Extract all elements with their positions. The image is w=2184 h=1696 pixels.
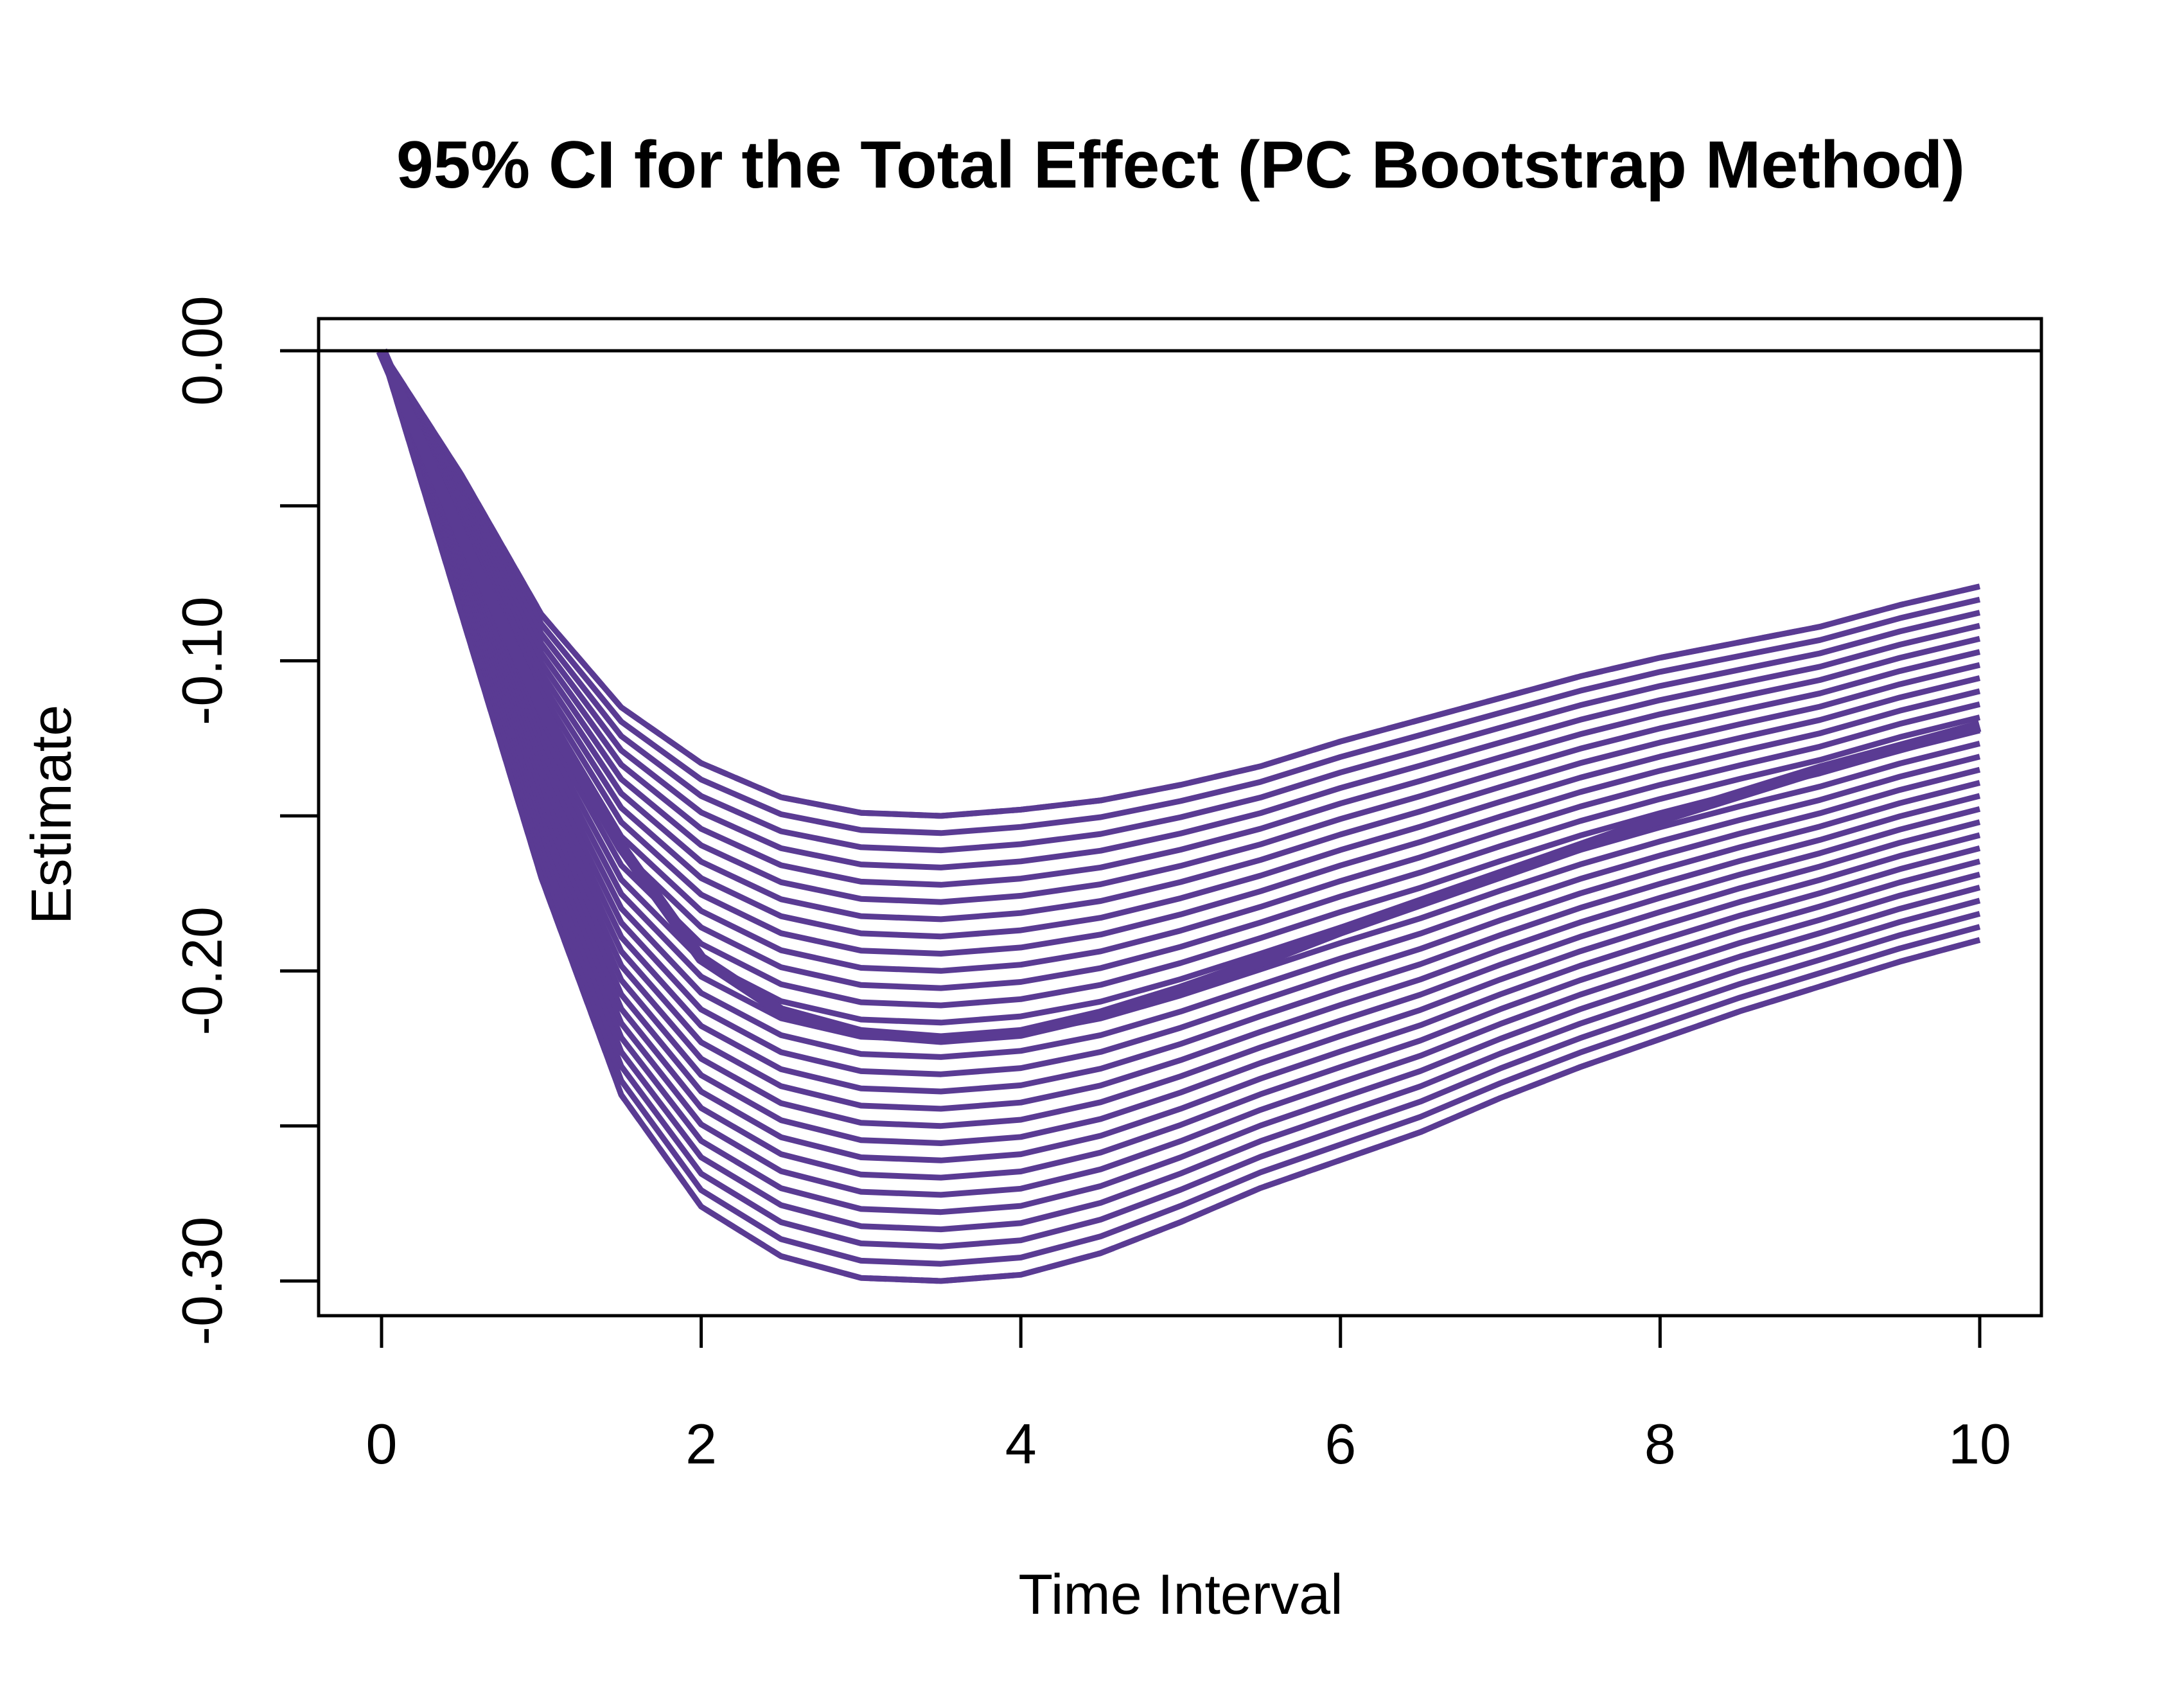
x-tick-label: 0 xyxy=(366,1412,398,1476)
ci-band-line xyxy=(378,349,1981,1163)
ci-band-line xyxy=(379,349,1981,923)
ci-band-line xyxy=(378,349,1981,957)
ci-band-line xyxy=(378,349,1981,1129)
ci-band-line xyxy=(379,349,1981,905)
x-axis: 0 2 4 6 8 10 xyxy=(366,1316,2011,1476)
estimate-line xyxy=(376,348,1982,1045)
ci-band-line xyxy=(378,349,1981,974)
x-tick-label: 4 xyxy=(1005,1412,1037,1476)
ci-band-line xyxy=(378,349,1981,1060)
ci-band-line xyxy=(378,349,1981,1250)
ci-band-line xyxy=(379,349,1981,870)
ci-band-line xyxy=(378,349,1981,940)
y-tick-label: -0.20 xyxy=(170,906,234,1036)
x-tick-label: 6 xyxy=(1325,1412,1356,1476)
x-axis-label: Time Interval xyxy=(1018,1562,1343,1626)
y-axis: 0.00 -0.10 -0.20 -0.30 xyxy=(170,296,319,1345)
ci-band-line xyxy=(378,349,1981,1146)
ci-band-lines xyxy=(378,349,1981,1284)
y-tick-label: 0.00 xyxy=(170,296,234,405)
x-tick-label: 2 xyxy=(685,1412,717,1476)
ci-band-line xyxy=(378,349,1981,1077)
series-group xyxy=(376,348,1982,1284)
ci-band-line xyxy=(378,349,1981,1181)
ci-band-line xyxy=(379,349,1981,888)
ci-band-line xyxy=(378,349,1981,1112)
y-tick-label: -0.10 xyxy=(170,596,234,725)
ci-band-line xyxy=(378,349,1981,1215)
y-tick-label: -0.30 xyxy=(170,1217,234,1346)
ci-band-line xyxy=(378,349,1981,1267)
ci-band-line xyxy=(378,349,1981,1026)
y-axis-label: Estimate xyxy=(19,705,83,924)
ci-band-line xyxy=(378,349,1981,1095)
ci-band-line xyxy=(379,349,1981,854)
x-tick-label: 8 xyxy=(1644,1412,1676,1476)
upper-bound-line xyxy=(379,349,1981,819)
lower-bound-line xyxy=(378,349,1981,1284)
chart-title: 95% CI for the Total Effect (PC Bootstra… xyxy=(396,128,1965,202)
ci-band-line xyxy=(378,349,1981,1198)
x-tick-label: 10 xyxy=(1948,1412,2011,1476)
ci-band-line xyxy=(379,349,1981,836)
ci-band-line xyxy=(378,349,1981,1233)
